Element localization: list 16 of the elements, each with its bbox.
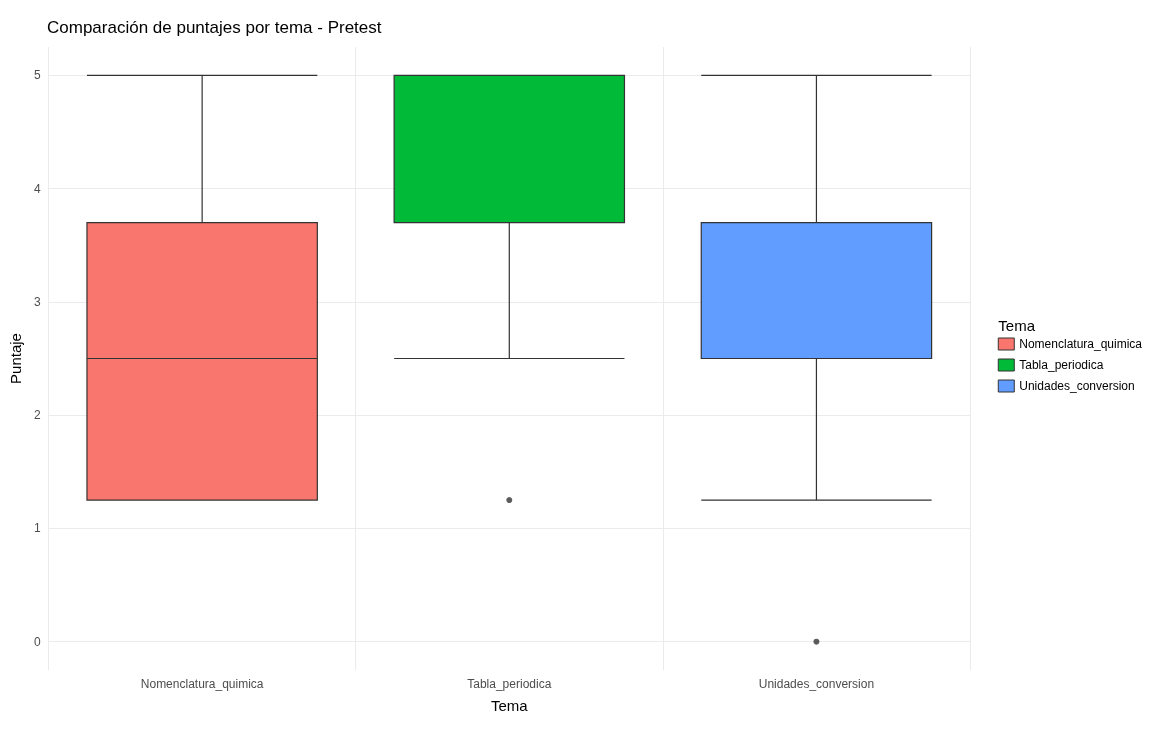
legend-title: Tema	[998, 317, 1036, 334]
y-tick-label: 3	[33, 294, 41, 309]
y-axis-title: Puntaje	[7, 333, 24, 384]
x-axis-title: Tema	[490, 697, 529, 714]
y-tick-label: 0	[33, 634, 41, 649]
x-tick-label: Unidades_conversion	[758, 677, 875, 691]
y-tick-label: 4	[33, 181, 41, 196]
legend-label: Tabla_periodica	[1019, 358, 1104, 372]
y-tick-label: 1	[33, 521, 41, 536]
y-tick-label: 2	[33, 408, 41, 423]
x-tick-label: Nomenclatura_quimica	[140, 677, 264, 691]
y-tick-label: 5	[33, 68, 41, 83]
x-tick-label: Tabla_periodica	[467, 677, 552, 691]
chart-title: Comparación de puntajes por tema - Pretest	[47, 18, 382, 37]
legend-label: Nomenclatura_quimica	[1019, 337, 1143, 351]
legend-label: Unidades_conversion	[1019, 379, 1135, 393]
